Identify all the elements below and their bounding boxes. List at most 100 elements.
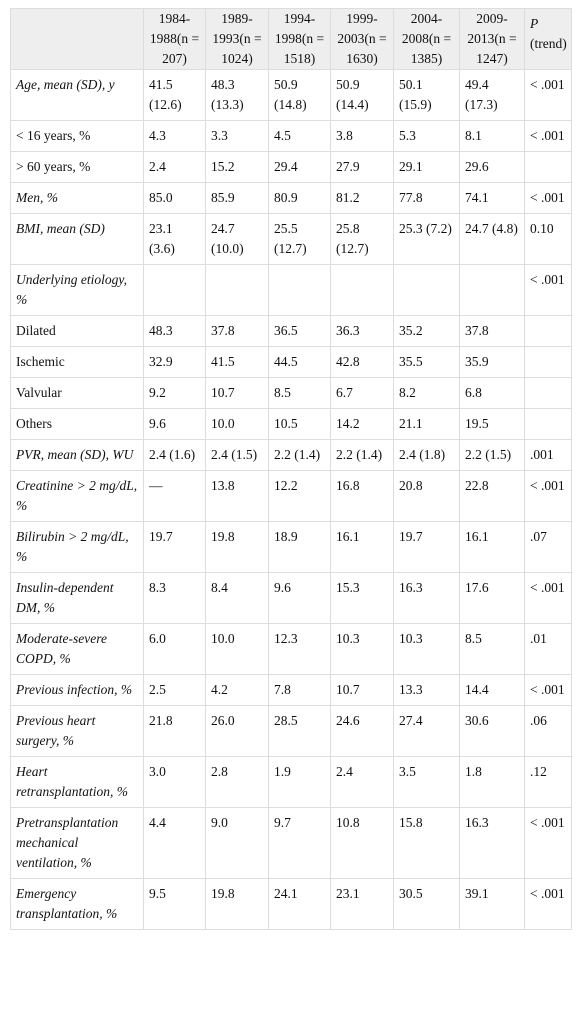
cell (524, 346, 572, 378)
table-row: Previous heart surgery, % 21.8 26.0 28.5 24.… (10, 705, 572, 757)
cell: 2.4 (330, 756, 394, 808)
cell: 24.1 (268, 878, 331, 930)
cell: 26.0 (205, 705, 269, 757)
cell: 21.8 (143, 705, 206, 757)
cell: 19.8 (205, 878, 269, 930)
cell: 3.0 (143, 756, 206, 808)
year-header: 1999-2003(n = 1630) (330, 8, 394, 70)
year-header: 2009-2013(n = 1247) (459, 8, 525, 70)
cell: 10.7 (205, 377, 269, 409)
cell: 42.8 (330, 346, 394, 378)
cell: 50.9 (14.8) (268, 69, 331, 121)
p-trend-header: P (trend) (524, 8, 572, 70)
cell: — (143, 470, 206, 522)
cell: 19.7 (143, 521, 206, 573)
cell (524, 315, 572, 347)
cell: 30.5 (393, 878, 460, 930)
cell: 85.0 (143, 182, 206, 214)
cell: 25.5 (12.7) (268, 213, 331, 265)
cell: 8.3 (143, 572, 206, 624)
table-row: < 16 years, % 4.3 3.3 4.5 3.8 5.3 8.1 < .001 (10, 120, 572, 152)
table-row: Previous infection, % 2.5 4.2 7.8 10.7 13.3 14… (10, 674, 572, 706)
cell: < .001 (524, 674, 572, 706)
cell: 10.7 (330, 674, 394, 706)
row-label: < 16 years, % (10, 120, 144, 152)
cell: 4.5 (268, 120, 331, 152)
row-label: Age, mean (SD), y (10, 69, 144, 121)
cell: 50.9 (14.4) (330, 69, 394, 121)
table-row: Moderate-severe COPD, % 6.0 10.0 12.3 10.3 10… (10, 623, 572, 675)
cell: 23.1 (330, 878, 394, 930)
cell: 80.9 (268, 182, 331, 214)
p-label: (trend) (530, 36, 567, 51)
table-row: Emergency transplantation, % 9.5 19.8 24.1 2… (10, 878, 572, 930)
cell: 48.3 (13.3) (205, 69, 269, 121)
cell: 24.7 (10.0) (205, 213, 269, 265)
row-label: > 60 years, % (10, 151, 144, 183)
cell (330, 264, 394, 316)
cell: 13.8 (205, 470, 269, 522)
cell: 29.6 (459, 151, 525, 183)
row-label: Emergency transplantation, % (10, 878, 144, 930)
cell: 14.4 (459, 674, 525, 706)
row-label: Others (10, 408, 144, 440)
header-row: 1984-1988(n = 207) 1989-1993(n = 1024) 199… (10, 8, 572, 70)
cell: < .001 (524, 264, 572, 316)
year-header: 1984-1988(n = 207) (143, 8, 206, 70)
cell: 19.8 (205, 521, 269, 573)
cell: < .001 (524, 182, 572, 214)
cell: 28.5 (268, 705, 331, 757)
cell: 29.1 (393, 151, 460, 183)
cell: 77.8 (393, 182, 460, 214)
cell: .06 (524, 705, 572, 757)
cell: 6.0 (143, 623, 206, 675)
cell: 2.4 (1.5) (205, 439, 269, 471)
cell: 37.8 (459, 315, 525, 347)
cell: 8.5 (268, 377, 331, 409)
cell: 7.8 (268, 674, 331, 706)
cell: 29.4 (268, 151, 331, 183)
cell: 25.3 (7.2) (393, 213, 460, 265)
cell: 2.2 (1.5) (459, 439, 525, 471)
cell: 6.7 (330, 377, 394, 409)
cell: 13.3 (393, 674, 460, 706)
cell: 20.8 (393, 470, 460, 522)
cell: 2.4 (1.6) (143, 439, 206, 471)
row-label: Underlying etiology, % (10, 264, 144, 316)
cell: 4.3 (143, 120, 206, 152)
cell: 23.1 (3.6) (143, 213, 206, 265)
cell: 3.3 (205, 120, 269, 152)
cell: 35.5 (393, 346, 460, 378)
cell: < .001 (524, 120, 572, 152)
cell: 10.3 (393, 623, 460, 675)
row-label: Previous infection, % (10, 674, 144, 706)
p-symbol: P (530, 16, 539, 31)
cell: .001 (524, 439, 572, 471)
cell: 22.8 (459, 470, 525, 522)
cell: 10.0 (205, 408, 269, 440)
cell: 18.9 (268, 521, 331, 573)
cell: 27.4 (393, 705, 460, 757)
cell: 16.3 (393, 572, 460, 624)
cell: 3.8 (330, 120, 394, 152)
cell: 27.9 (330, 151, 394, 183)
row-label: PVR, mean (SD), WU (10, 439, 144, 471)
cell: 16.1 (330, 521, 394, 573)
row-label: Valvular (10, 377, 144, 409)
table-row: Insulin-dependent DM, % 8.3 8.4 9.6 15.3 16.3… (10, 572, 572, 624)
table-row: Bilirubin > 2 mg/dL, % 19.7 19.8 18.9 16.1 19… (10, 521, 572, 573)
table-row: Valvular 9.2 10.7 8.5 6.7 8.2 6.8 (10, 377, 572, 409)
cell: 85.9 (205, 182, 269, 214)
cell: 48.3 (143, 315, 206, 347)
table-row: Dilated 48.3 37.8 36.5 36.3 35.2 37.8 (10, 315, 572, 347)
cell: 21.1 (393, 408, 460, 440)
cell: 81.2 (330, 182, 394, 214)
cell: 8.1 (459, 120, 525, 152)
table-body: Age, mean (SD), y 41.5 (12.6) 48.3 (13.3) 5… (10, 69, 572, 930)
cell: 2.2 (1.4) (330, 439, 394, 471)
cell: < .001 (524, 807, 572, 879)
cell: 8.4 (205, 572, 269, 624)
cell: 24.6 (330, 705, 394, 757)
cell: 50.1 (15.9) (393, 69, 460, 121)
